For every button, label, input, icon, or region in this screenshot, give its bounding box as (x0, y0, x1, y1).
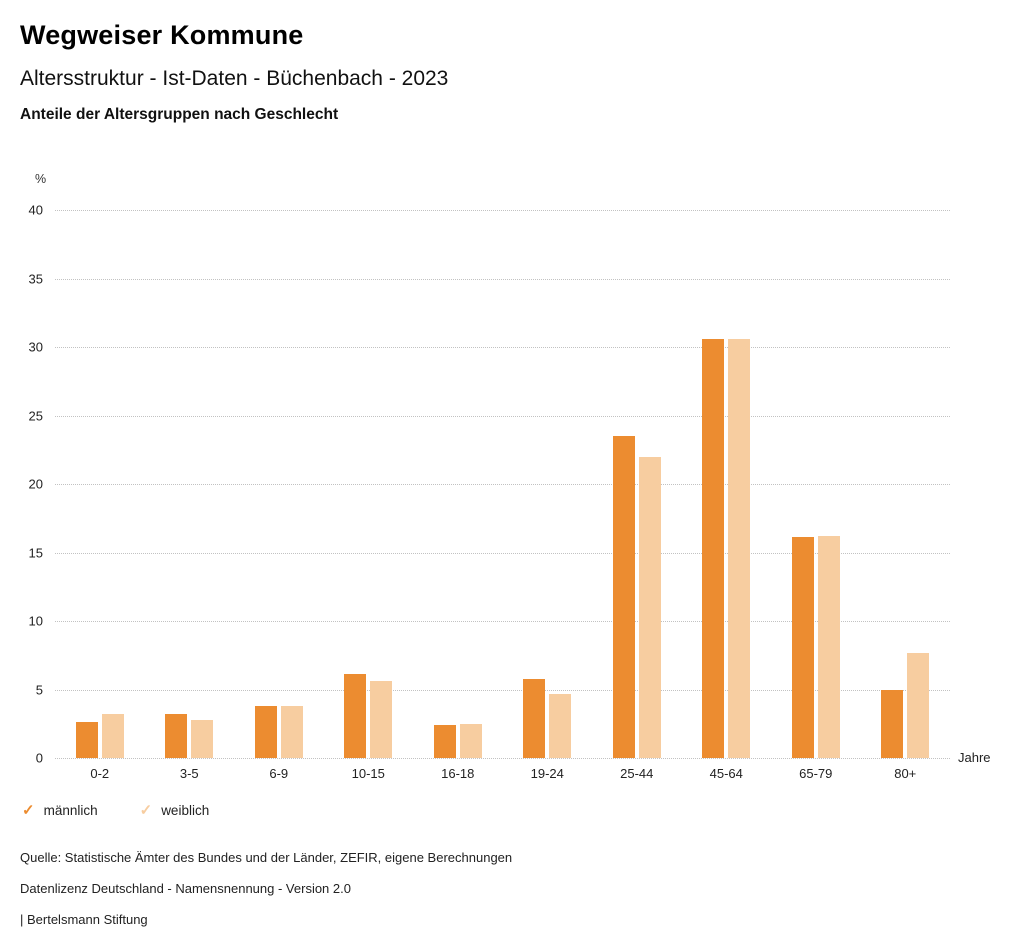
legend-item-weiblich[interactable]: ✓ weiblich (140, 803, 210, 818)
bar-weiblich-25-44[interactable] (638, 456, 661, 758)
bar-weiblich-80+[interactable] (907, 652, 930, 758)
bar-weiblich-3-5[interactable] (191, 719, 214, 758)
y-tick-label-20: 20 (28, 476, 43, 492)
y-tick-label-15: 15 (28, 545, 43, 560)
x-tick-label-19-24: 19-24 (530, 766, 564, 781)
bar-weiblich-10-15[interactable] (370, 681, 393, 758)
bar-männlich-25-44[interactable] (612, 436, 635, 758)
bar-weiblich-65-79[interactable] (817, 536, 840, 758)
bar-männlich-19-24[interactable] (523, 678, 546, 758)
x-tick-label-25-44: 25-44 (620, 766, 654, 781)
bar-männlich-65-79[interactable] (791, 537, 814, 758)
gridline-5 (55, 689, 950, 691)
legend-label: weiblich (161, 803, 210, 818)
bar-männlich-0-2[interactable] (75, 722, 98, 758)
x-tick-label-0-2: 0-2 (90, 766, 110, 781)
bar-männlich-6-9[interactable] (254, 705, 277, 758)
legend-item-männlich[interactable]: ✓ männlich (22, 803, 98, 818)
bar-männlich-45-64[interactable] (702, 338, 725, 758)
bar-männlich-10-15[interactable] (344, 674, 367, 758)
bar-group-10-15: 10-15 (344, 210, 393, 781)
chart-footer: Quelle: Statistische Ämter des Bundes un… (20, 842, 512, 935)
bar-group-3-5: 3-5 (165, 210, 214, 781)
bar-weiblich-6-9[interactable] (280, 705, 303, 758)
check-icon: ✓ (139, 802, 153, 819)
page-title: Wegweiser Kommune (20, 20, 304, 50)
gridline-40 (55, 210, 950, 211)
bar-group-6-9: 6-9 (254, 210, 303, 781)
y-tick-label-5: 5 (35, 682, 43, 697)
y-tick-label-30: 30 (28, 339, 43, 355)
x-tick-label-65-79: 65-79 (799, 766, 833, 781)
y-tick-label-25: 25 (28, 408, 43, 423)
bar-weiblich-45-64[interactable] (728, 338, 751, 758)
gridline-35 (55, 278, 950, 280)
check-icon: ✓ (22, 802, 35, 819)
bar-group-65-79: 65-79 (791, 210, 840, 781)
y-tick-label-0: 0 (35, 750, 43, 766)
bar-group-80+: 80+ (881, 210, 930, 781)
gridline-15 (55, 552, 950, 554)
bar-group-16-18: 16-18 (433, 210, 482, 781)
x-tick-label-80+: 80+ (894, 766, 917, 781)
gridline-20 (55, 484, 950, 485)
x-tick-label-3-5: 3-5 (179, 766, 199, 781)
source-text: Quelle: Statistische Ämter des Bundes un… (20, 850, 513, 865)
y-tick-label-10: 10 (28, 613, 43, 629)
x-axis-unit-label: Jahre (958, 750, 991, 765)
legend-label: männlich (43, 803, 98, 818)
gridline-30 (55, 347, 950, 348)
gridline-10 (55, 621, 950, 622)
bar-weiblich-19-24[interactable] (549, 693, 572, 758)
bar-group-45-64: 45-64 (702, 210, 751, 781)
x-tick-label-6-9: 6-9 (269, 766, 289, 781)
page-subtitle: Altersstruktur - Ist-Daten - Büchenbach … (20, 67, 449, 90)
brand-text: | Bertelsmann Stiftung (20, 912, 148, 927)
bar-männlich-3-5[interactable] (165, 714, 188, 758)
y-axis-unit-label: % (35, 172, 47, 186)
license-text: Datenlizenz Deutschland - Namensnennung … (20, 881, 351, 896)
chart-title: Anteile der Altersgruppen nach Geschlech… (20, 106, 339, 123)
bar-group-25-44: 25-44 (612, 210, 661, 781)
y-tick-label-40: 40 (28, 202, 43, 218)
chart-legend: ✓ männlich ✓ weiblich (22, 803, 209, 818)
bar-group-19-24: 19-24 (523, 210, 572, 781)
bar-chart-plot-area: % Jahre 0 5 10 15 20 25 30 35 40 0-2 3-5 6-9 10-15 16… (29, 172, 991, 781)
bar-männlich-80+[interactable] (881, 689, 904, 758)
x-tick-label-16-18: 16-18 (441, 766, 475, 781)
x-tick-label-45-64: 45-64 (709, 766, 743, 781)
gridline-25 (55, 415, 950, 417)
bar-weiblich-16-18[interactable] (459, 723, 482, 758)
bar-weiblich-0-2[interactable] (101, 714, 124, 758)
x-tick-label-10-15: 10-15 (351, 766, 385, 781)
gridline-0 (55, 758, 950, 759)
bar-group-0-2: 0-2 (75, 210, 124, 781)
bar-männlich-16-18[interactable] (433, 725, 456, 758)
y-tick-label-35: 35 (28, 271, 43, 286)
bar-groups: 0-2 3-5 6-9 10-15 16-18 19-24 25-44 45-64 65-79 8… (55, 210, 950, 781)
